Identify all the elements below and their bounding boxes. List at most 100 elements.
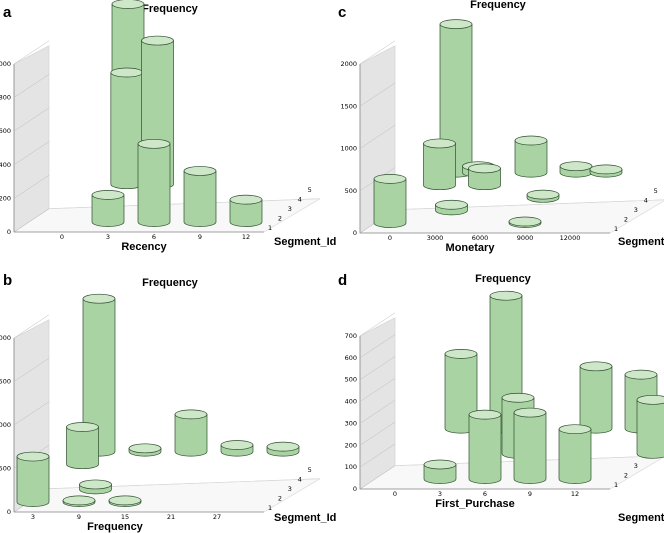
bar-top (266, 441, 300, 452)
y-tick-label: 600 (345, 354, 357, 362)
z-tick-label: 4 (298, 476, 302, 484)
x-tick-label: 3 (438, 490, 442, 498)
bar-top (111, 0, 145, 9)
bar-top (141, 35, 174, 46)
bar-top (423, 459, 457, 470)
z-tick-label: 3 (634, 462, 638, 470)
back-wall (13, 45, 50, 233)
bar-top (559, 161, 593, 172)
y-gridline (13, 314, 50, 339)
bar-cylinder (128, 443, 162, 457)
x-tick-label: 21 (167, 513, 175, 521)
bar-cylinder (423, 459, 457, 484)
panel-letter: a (3, 4, 12, 21)
bar-top (66, 422, 99, 432)
y-gridline (13, 358, 50, 382)
bar-top (229, 194, 263, 205)
x-tick-label: 9000 (517, 234, 534, 242)
chart-panel-d: d Frequency 0 100 200 300 400 500 600 700 0 3 6 9 12 Fi… (338, 272, 664, 524)
bar-body (514, 140, 548, 178)
bar-top (501, 392, 535, 403)
bar-cylinder (220, 440, 254, 457)
x-tick-label: 12 (571, 490, 579, 498)
bar-top (624, 369, 658, 380)
bar-top (526, 189, 560, 200)
y-tick-label: 100 (345, 463, 357, 471)
z-axis-label: Segment_Id (618, 512, 664, 524)
bar-cylinder (508, 216, 542, 228)
bar-cylinder (16, 451, 50, 507)
x-tick-label: 9 (198, 233, 202, 241)
bar-top (91, 190, 125, 200)
bar-cylinder (423, 138, 456, 191)
bar-body (229, 199, 263, 227)
y-tick-label: 500 (345, 187, 357, 195)
y-gridline (359, 356, 396, 380)
z-axis-label: Segment_Id (618, 236, 664, 248)
bar-top (513, 407, 547, 418)
bar-cylinder (589, 164, 623, 178)
bar-top (468, 163, 501, 174)
x-tick-label: 9 (528, 490, 532, 498)
bar-body (468, 414, 502, 484)
z-tick-label: 2 (278, 495, 282, 503)
bar-body (66, 426, 99, 470)
y-tick-label: 200 (345, 441, 357, 449)
bar-cylinder (110, 67, 144, 190)
bar-top (110, 67, 144, 78)
y-gridline (13, 401, 50, 426)
bar-cylinder (66, 422, 99, 470)
bar-top (589, 164, 623, 175)
x-tick-label: 6000 (472, 234, 489, 242)
chart-panel-c: c Frequency 0 500 1000 1500 2000 0 3000 6000 9000 1… (338, 0, 664, 254)
z-tick-label: 5 (654, 187, 658, 195)
z-tick-label: 1 (614, 225, 618, 233)
bar-cylinder (373, 173, 407, 228)
y-gridline (359, 399, 396, 424)
y-gridline (13, 208, 50, 233)
bar-cylinder (513, 407, 547, 484)
bar-body (579, 365, 613, 434)
bar-top (423, 138, 456, 149)
z-tick-label: 1 (268, 224, 272, 232)
bar-cylinder (229, 194, 263, 227)
y-tick-label: 300 (345, 419, 357, 427)
bar-body (16, 456, 50, 507)
bar-cylinder (636, 394, 664, 459)
x-tick-label: 12000 (560, 234, 581, 242)
z-tick-label: 5 (308, 186, 312, 194)
bar-cylinder (82, 293, 116, 457)
y-gridline (359, 82, 396, 107)
z-tick-label: 2 (624, 472, 628, 480)
x-tick-label: 6 (483, 490, 487, 498)
y-gridline (359, 378, 396, 402)
y-tick-label: 1500 (340, 102, 357, 110)
y-tick-label: 400 (0, 161, 11, 169)
y-gridline (359, 125, 396, 149)
chart-panel-b: bFrequency050010001500200039152127Freque… (0, 272, 336, 533)
y-tick-label: 0 (7, 508, 11, 516)
z-tick-label: 3 (634, 206, 638, 214)
y-gridline (13, 141, 50, 166)
chart-title: Frequency (142, 277, 199, 289)
x-tick-label: 9 (77, 513, 81, 521)
y-tick-label: 1500 (0, 378, 11, 386)
bar-top (489, 290, 523, 301)
bar-top (108, 495, 142, 506)
y-tick-label: 2000 (340, 60, 357, 68)
z-tick-label: 4 (298, 196, 302, 204)
bar-cylinder (559, 161, 593, 178)
bar-top (220, 440, 254, 450)
bar-top (508, 216, 542, 227)
bar-cylinder (79, 479, 112, 495)
z-tick-label: 2 (278, 215, 282, 223)
y-gridline (359, 334, 396, 359)
x-tick-label: 3 (106, 233, 110, 241)
bar-body (636, 399, 664, 459)
x-tick-label: 27 (213, 513, 221, 521)
y-tick-label: 400 (345, 398, 357, 406)
chart-title: Frequency (142, 3, 199, 15)
bar-body (137, 143, 171, 227)
bar-cylinder (137, 138, 171, 227)
